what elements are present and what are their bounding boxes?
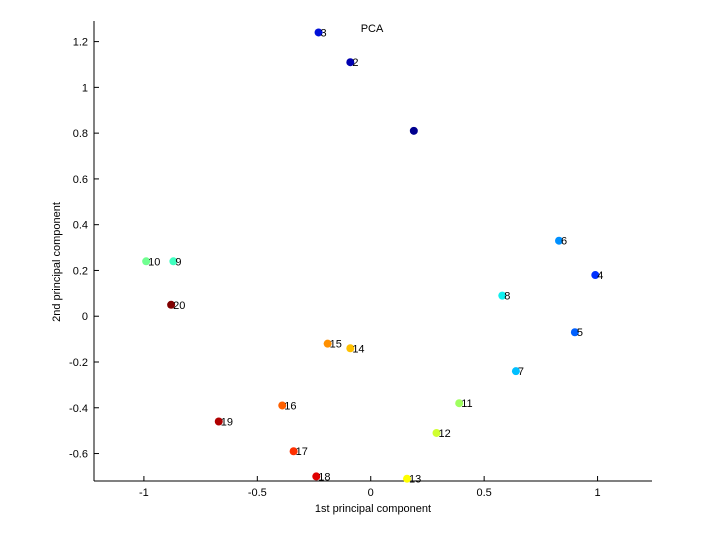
data-point-label: 9 [175, 256, 181, 268]
data-point-label: 16 [284, 400, 296, 412]
data-point [346, 344, 355, 353]
data-point [314, 28, 323, 37]
axes [93, 21, 652, 482]
x-ticks: -1 -0.5 0 0.5 1 [139, 476, 601, 499]
data-point-label: 14 [352, 343, 364, 355]
data-point-label: 7 [518, 366, 524, 378]
data-point-label: 19 [221, 416, 233, 428]
y-tick-label: 0.4 [73, 220, 88, 232]
data-point-label: 17 [296, 446, 308, 458]
data-points: 2 3 4 5 6 7 8 9 10 11 12 13 14 15 16 17 18 19 20 [142, 27, 603, 486]
data-point [591, 271, 600, 280]
y-tick-label: 1.2 [73, 37, 88, 49]
data-point [312, 472, 321, 481]
y-axis-title: 2nd principal component [51, 202, 63, 322]
data-point-label: 18 [318, 471, 330, 483]
data-point [289, 447, 298, 456]
data-point-label: 20 [173, 300, 185, 312]
x-axis-title: 1st principal component [315, 503, 431, 515]
x-tick-label: 1 [594, 487, 600, 499]
y-tick-label: 0.6 [73, 174, 88, 186]
x-tick-label: 0 [368, 487, 374, 499]
y-tick-label: -0.2 [69, 357, 88, 369]
y-tick-label: 0.2 [73, 265, 88, 277]
x-tick-label: 0.5 [476, 487, 491, 499]
y-tick-label: 1 [82, 82, 88, 94]
data-point-label: 13 [409, 474, 421, 486]
data-point-label: 11 [461, 398, 472, 410]
data-point [432, 428, 441, 437]
data-point-label: 4 [597, 270, 603, 282]
data-point [570, 328, 579, 337]
data-point [169, 257, 178, 266]
data-point [323, 339, 332, 348]
data-point-label: 8 [504, 291, 510, 303]
data-point-label: 10 [148, 256, 160, 268]
data-point-label: 15 [330, 339, 342, 351]
y-tick-label: 0.8 [73, 128, 88, 140]
x-tick-label: -1 [139, 487, 149, 499]
data-point-label: 6 [561, 236, 567, 248]
data-point [142, 257, 151, 266]
data-point [214, 417, 223, 426]
data-point [403, 474, 412, 483]
data-point-label: 2 [352, 57, 358, 69]
y-tick-label: 0 [82, 311, 88, 323]
data-point [455, 399, 464, 408]
data-point [278, 401, 287, 410]
data-point-label: 12 [439, 428, 451, 440]
data-point [498, 291, 507, 300]
data-point [346, 58, 355, 67]
data-point [409, 126, 418, 135]
data-point-label: 5 [577, 327, 583, 339]
data-point [555, 236, 563, 245]
chart-title: PCA [361, 23, 384, 35]
y-tick-label: -0.4 [69, 403, 88, 415]
x-tick-label: -0.5 [248, 487, 267, 499]
data-point [167, 300, 176, 309]
y-ticks: -0.6 -0.4 -0.2 0 0.2 0.4 0.6 0.8 1 1.2 [69, 37, 99, 461]
data-point-label: 3 [321, 27, 327, 39]
data-point [511, 367, 520, 376]
y-tick-label: -0.6 [69, 449, 88, 461]
